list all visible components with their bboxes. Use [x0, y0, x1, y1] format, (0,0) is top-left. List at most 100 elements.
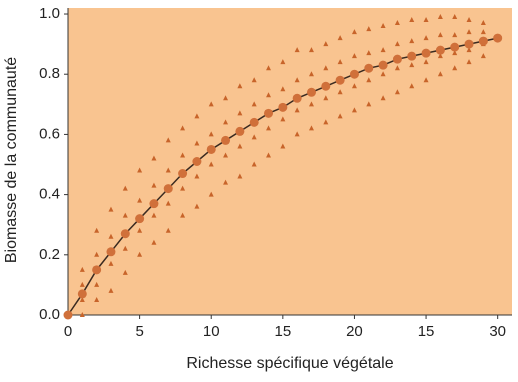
mean-point	[163, 184, 173, 194]
point	[437, 53, 443, 59]
point	[394, 89, 400, 95]
point	[308, 125, 314, 131]
point	[79, 281, 85, 287]
point	[194, 203, 200, 209]
x-tick-label: 5	[135, 323, 143, 340]
point	[165, 137, 171, 143]
point	[280, 143, 286, 149]
x-axis-label: Richesse spécifique végétale	[186, 355, 393, 372]
point	[466, 47, 472, 53]
point	[337, 113, 343, 119]
point	[251, 161, 257, 167]
point	[366, 50, 372, 56]
y-tick-label: 0.2	[39, 246, 60, 263]
plot-background	[68, 8, 512, 315]
point	[194, 173, 200, 179]
point	[366, 26, 372, 32]
mean-point	[407, 51, 417, 61]
point	[151, 239, 157, 245]
point	[294, 107, 300, 113]
point	[266, 152, 272, 158]
mean-point	[178, 169, 188, 179]
mean-point	[364, 63, 374, 73]
point	[323, 41, 329, 47]
point	[208, 101, 214, 107]
point	[380, 95, 386, 101]
point	[294, 131, 300, 137]
y-tick-label: 0.0	[39, 306, 60, 323]
mean-point	[292, 93, 302, 103]
point	[122, 212, 128, 218]
mean-point	[378, 60, 388, 70]
point	[394, 65, 400, 71]
y-tick-label: 0.4	[39, 186, 60, 203]
point	[108, 206, 114, 212]
point	[480, 29, 486, 35]
point	[251, 134, 257, 140]
point	[294, 47, 300, 53]
mean-point	[278, 102, 288, 112]
point	[94, 296, 100, 302]
mean-point	[349, 69, 359, 79]
point	[251, 101, 257, 107]
point	[79, 266, 85, 272]
y-tick-label: 1.0	[39, 5, 60, 22]
point	[409, 38, 415, 44]
point	[409, 17, 415, 23]
point	[108, 287, 114, 293]
point	[208, 191, 214, 197]
point	[423, 35, 429, 41]
point	[351, 83, 357, 89]
point	[337, 89, 343, 95]
point	[366, 77, 372, 83]
point	[223, 152, 229, 158]
point	[223, 179, 229, 185]
point	[137, 197, 143, 203]
point	[351, 29, 357, 35]
point	[409, 83, 415, 89]
point	[108, 233, 114, 239]
point	[266, 65, 272, 71]
point	[323, 95, 329, 101]
point	[122, 245, 128, 251]
point	[194, 140, 200, 146]
mean-point	[493, 33, 503, 43]
point	[165, 167, 171, 173]
mean-point	[63, 310, 73, 320]
point	[437, 32, 443, 38]
point	[180, 212, 186, 218]
mean-point	[421, 48, 431, 58]
x-tick-label: 15	[418, 323, 435, 340]
mean-point	[478, 36, 488, 46]
point	[108, 260, 114, 266]
point	[208, 161, 214, 167]
point	[323, 119, 329, 125]
x-tick-label: 30	[489, 323, 506, 340]
point	[122, 185, 128, 191]
point	[308, 47, 314, 53]
point	[180, 185, 186, 191]
point	[452, 65, 458, 71]
mean-point	[335, 75, 345, 85]
mean-point	[392, 54, 402, 64]
mean-point	[435, 45, 445, 55]
point	[280, 59, 286, 65]
point	[423, 17, 429, 23]
point	[180, 125, 186, 131]
point	[380, 47, 386, 53]
point	[294, 77, 300, 83]
y-tick-label: 0.8	[39, 65, 60, 82]
point	[180, 152, 186, 158]
x-tick-label: 0	[64, 323, 72, 340]
mean-point	[92, 265, 102, 275]
point	[466, 17, 472, 23]
point	[280, 86, 286, 92]
mean-point	[321, 81, 331, 91]
point	[151, 182, 157, 188]
point	[437, 14, 443, 20]
mean-point	[120, 229, 130, 239]
point	[337, 59, 343, 65]
point	[452, 14, 458, 20]
mean-point	[206, 144, 216, 154]
